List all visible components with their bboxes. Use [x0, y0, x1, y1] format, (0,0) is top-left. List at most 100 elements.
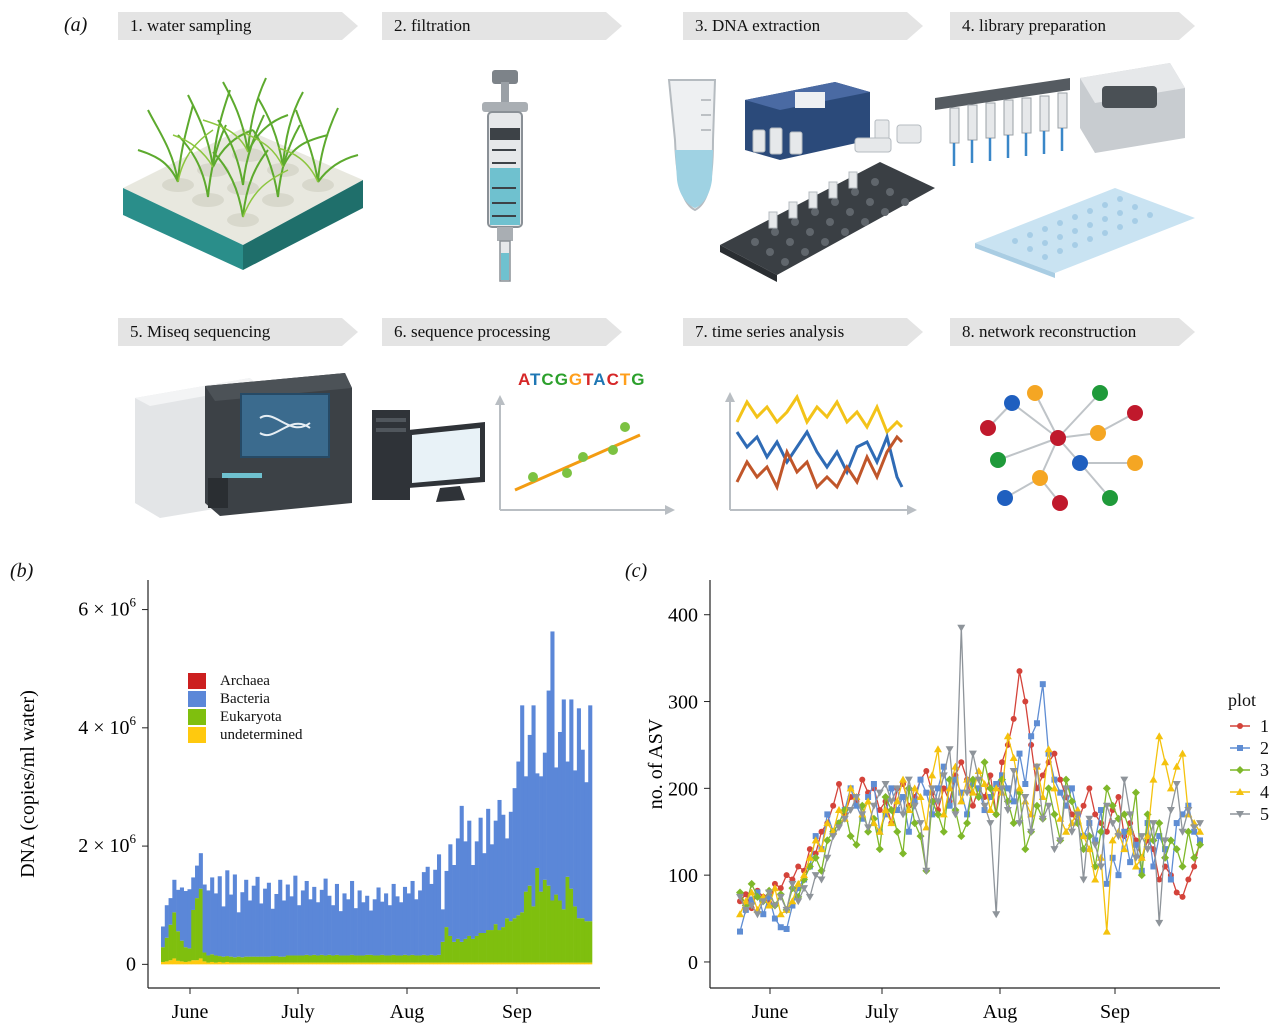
series-point-5 — [1196, 820, 1204, 828]
bar-segment-undetermined — [312, 962, 317, 965]
series-point-2 — [952, 776, 959, 783]
legend-item: Eukaryota — [188, 708, 302, 726]
bar-segment-eukaryota — [486, 930, 491, 963]
bar-segment-bacteria — [244, 879, 249, 957]
bar-segment-eukaryota — [172, 912, 177, 959]
bar-segment-eukaryota — [210, 954, 215, 962]
series-point-3 — [992, 810, 1001, 819]
step-banner-8: 8. network reconstruction — [950, 318, 1195, 346]
bar-segment-bacteria — [380, 901, 385, 955]
regression-plot-illustration — [495, 395, 675, 515]
y-tick-label: 400 — [668, 605, 698, 627]
series-point-3 — [1149, 836, 1158, 845]
bar-segment-eukaryota — [244, 956, 249, 963]
bar-segment-eukaryota — [463, 938, 468, 963]
series-point-3 — [1143, 810, 1152, 819]
y-tick-label: 4 × 106 — [78, 713, 136, 739]
bar-segment-bacteria — [471, 865, 476, 939]
series-point-2 — [1179, 811, 1186, 818]
syringe-illustration — [482, 70, 528, 282]
bar-segment-eukaryota — [505, 918, 510, 963]
series-point-5 — [1184, 807, 1193, 815]
series-point-4 — [1073, 806, 1082, 814]
x-tick-label: June — [172, 1001, 209, 1023]
bar-segment-eukaryota — [380, 954, 385, 963]
bar-segment-eukaryota — [206, 955, 211, 963]
bar-segment-undetermined — [297, 962, 302, 965]
bar-segment-bacteria — [493, 820, 498, 925]
bar-segment-undetermined — [467, 962, 472, 965]
y-axis-title: no. of ASV — [645, 718, 667, 809]
bar-segment-eukaryota — [512, 918, 517, 963]
bar-segment-bacteria — [550, 631, 555, 901]
bar-segment-undetermined — [531, 962, 536, 965]
bar-segment-eukaryota — [527, 885, 532, 963]
series-point-3 — [1050, 810, 1059, 819]
series-point-4 — [1102, 927, 1111, 935]
bar-segment-eukaryota — [312, 954, 317, 963]
series-point-4 — [1161, 758, 1170, 766]
bar-segment-undetermined — [172, 958, 177, 965]
series-point-4 — [1091, 875, 1100, 883]
series-point-3 — [823, 836, 832, 845]
bar-segment-undetermined — [512, 962, 517, 965]
series-point-3 — [1021, 845, 1030, 854]
series-point-1 — [1028, 741, 1035, 748]
series-point-4 — [986, 806, 995, 814]
legend-item: 5 — [1228, 803, 1269, 825]
bar-segment-undetermined — [161, 961, 166, 965]
series-point-4 — [904, 806, 913, 814]
bar-segment-undetermined — [418, 962, 423, 965]
bar-segment-undetermined — [452, 962, 457, 965]
series-point-4 — [765, 901, 774, 909]
series-point-2 — [1010, 798, 1017, 805]
series-point-2 — [923, 789, 930, 796]
series-point-5 — [741, 906, 750, 914]
bar-segment-bacteria — [501, 814, 506, 928]
series-point-2 — [859, 815, 866, 822]
bar-segment-bacteria — [584, 782, 589, 922]
chart-b-legend: Archaea Bacteria Eukaryota undetermined — [188, 672, 302, 744]
bar-segment-undetermined — [217, 961, 222, 965]
bar-segment-undetermined — [195, 960, 200, 965]
series-point-5 — [945, 746, 954, 754]
bar-segment-bacteria — [285, 884, 290, 956]
bar-segment-bacteria — [508, 811, 513, 922]
bar-segment-eukaryota — [247, 956, 253, 963]
bar-segment-eukaryota — [576, 918, 581, 963]
bar-segment-undetermined — [353, 962, 358, 965]
series-point-5 — [782, 906, 791, 914]
bar-segment-undetermined — [527, 962, 532, 965]
bar-segment-bacteria — [569, 699, 574, 889]
bar-segment-bacteria — [327, 895, 332, 955]
bar-segment-eukaryota — [588, 921, 593, 963]
bar-segment-eukaryota — [478, 933, 483, 963]
bar-segment-bacteria — [319, 889, 324, 955]
series-point-1 — [783, 872, 790, 879]
series-point-5 — [805, 893, 814, 901]
bar-segment-bacteria — [482, 853, 487, 934]
bar-segment-undetermined — [489, 962, 495, 965]
series-point-4 — [910, 784, 919, 792]
series-point-2 — [917, 776, 924, 783]
bar-segment-bacteria — [217, 876, 222, 957]
bar-segment-eukaryota — [168, 924, 173, 961]
bar-segment-undetermined — [266, 962, 271, 965]
series-point-2 — [1185, 802, 1192, 809]
series-point-4 — [1149, 775, 1158, 783]
series-point-4 — [1120, 845, 1129, 853]
bar-segment-undetermined — [319, 962, 324, 965]
bar-segment-undetermined — [391, 962, 396, 965]
bar-segment-undetermined — [406, 962, 411, 965]
series-point-1 — [876, 807, 883, 814]
bar-segment-bacteria — [573, 770, 578, 907]
bar-segment-eukaryota — [225, 956, 230, 962]
bar-segment-bacteria — [395, 896, 400, 956]
bar-segment-undetermined — [300, 962, 305, 965]
series-point-3 — [840, 806, 849, 815]
bar-segment-undetermined — [183, 961, 188, 965]
series-point-2 — [888, 785, 895, 792]
step-label: 1. water sampling — [130, 16, 252, 35]
bar-segment-bacteria — [247, 900, 253, 957]
bar-segment-undetermined — [436, 962, 442, 965]
